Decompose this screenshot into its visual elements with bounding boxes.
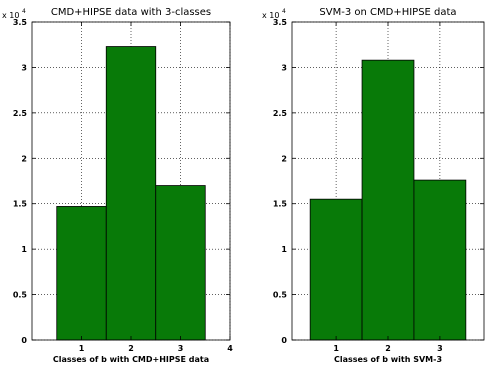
chart-left: 00.511.522.533.51 2 3 4x 10 4 CMD+HIPSE data … — [2, 7, 233, 364]
bar-1 — [56, 206, 107, 341]
y-tick-label: 1 — [21, 245, 27, 254]
x-axis-label: Classes of b with CMD+HIPSE data — [53, 355, 209, 364]
y-tick-label: 0.5 — [273, 291, 288, 300]
y-multiplier: x 10 — [2, 11, 19, 20]
y-tick-label: 0 — [281, 336, 287, 345]
x-tick-label: 4 — [227, 344, 233, 353]
bar-3 — [155, 185, 206, 341]
y-tick-label: 0.5 — [13, 291, 28, 300]
y-tick-label: 3.5 — [13, 18, 28, 27]
bar-3 — [413, 179, 467, 341]
bar-2 — [105, 46, 157, 341]
y-multiplier-exponent: 4 — [22, 8, 26, 15]
x-axis-label: Classes of b with SVM-3 — [334, 355, 442, 364]
y-tick-label: 3 — [21, 63, 27, 72]
x-tick-label: 1 — [333, 344, 339, 353]
y-tick-label: 3 — [281, 63, 287, 72]
y-tick-label: 2.5 — [273, 109, 288, 118]
y-tick-label: 1 — [281, 245, 287, 254]
bar-1 — [309, 198, 363, 341]
y-tick-label: 2 — [21, 154, 27, 163]
x-tick-label: 3 — [437, 344, 443, 353]
y-multiplier: x 10 — [262, 11, 279, 20]
x-tick-label: 2 — [385, 344, 391, 353]
x-tick-label: 3 — [178, 344, 184, 353]
bar-2 — [361, 59, 415, 341]
y-tick-label: 3.5 — [273, 18, 288, 27]
y-tick-label: 1.5 — [13, 200, 28, 209]
chart-right: 0 0.5 1 1.5 2 2.5 3 3.5 1 2 3 x 10 4 SVM-3 on CMD+HIP… — [262, 7, 485, 364]
x-tick-label: 1 — [79, 344, 85, 353]
y-tick-label: 0 — [21, 336, 27, 345]
y-tick-label: 2.5 — [13, 109, 28, 118]
y-multiplier-exponent: 4 — [282, 8, 286, 15]
y-tick-label: 1.5 — [273, 200, 288, 209]
x-tick-label: 2 — [128, 344, 134, 353]
y-tick-label: 2 — [281, 154, 287, 163]
chart-title: SVM-3 on CMD+HIPSE data — [319, 7, 456, 18]
chart-title: CMD+HIPSE data with 3-classes — [51, 7, 211, 18]
